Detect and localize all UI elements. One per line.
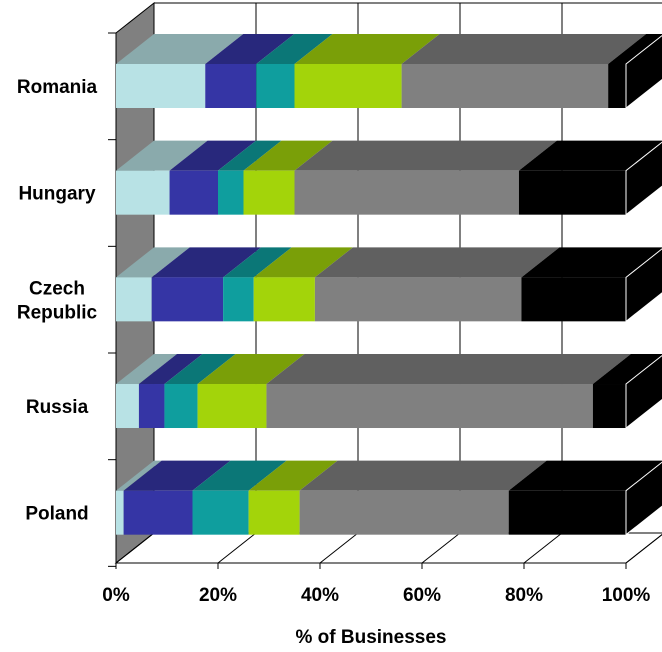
bar-segment bbox=[223, 277, 254, 322]
category-label: Russia bbox=[26, 397, 89, 418]
floor-ticks bbox=[115, 532, 662, 569]
bar-segment-top bbox=[169, 140, 256, 171]
bars bbox=[116, 34, 662, 536]
bar-segment bbox=[508, 490, 626, 535]
bar-segment bbox=[197, 384, 267, 429]
bar-segment-top bbox=[592, 354, 662, 385]
bar-segment-top bbox=[197, 354, 305, 385]
bar-segment-top bbox=[223, 247, 292, 278]
floor-tick bbox=[115, 532, 155, 564]
x-tick-label: 60% bbox=[403, 585, 441, 606]
x-tick-label: 40% bbox=[301, 585, 339, 606]
bar-segment bbox=[243, 170, 295, 215]
bar-segment-top bbox=[314, 247, 560, 278]
bar-segment-top bbox=[266, 354, 631, 385]
bar-segment-top bbox=[294, 140, 557, 171]
bar-segment-top bbox=[518, 140, 662, 171]
bar-segment bbox=[256, 64, 295, 108]
bar-segment-top bbox=[192, 460, 287, 491]
bar-segment bbox=[248, 490, 300, 535]
x-tick-label: 80% bbox=[505, 585, 543, 606]
category-label: Poland bbox=[25, 504, 88, 525]
floor-tick bbox=[319, 532, 359, 564]
bar-segment-top bbox=[116, 140, 208, 171]
bar-group bbox=[116, 460, 662, 536]
bar-segment bbox=[123, 490, 193, 535]
bar-segment bbox=[253, 277, 315, 322]
bar-end-face bbox=[625, 141, 662, 216]
bar-segment-top bbox=[218, 140, 282, 171]
bar-segment bbox=[169, 170, 218, 215]
bar-segment-top bbox=[123, 460, 231, 491]
bar-segment bbox=[164, 384, 198, 429]
bar-segment bbox=[116, 64, 206, 108]
bar-segment bbox=[116, 277, 152, 322]
bar-segment bbox=[299, 490, 509, 535]
bar-segment bbox=[608, 64, 626, 108]
bar-segment bbox=[192, 490, 249, 535]
floor-tick bbox=[523, 532, 563, 564]
bar-group bbox=[116, 34, 662, 110]
bar-end-face bbox=[625, 248, 662, 323]
x-tick-label: 0% bbox=[102, 585, 130, 606]
bar-segment-top bbox=[294, 34, 440, 64]
category-label: Czech bbox=[29, 278, 85, 299]
bar-segment-top bbox=[116, 460, 162, 491]
bar-segment-top bbox=[151, 247, 262, 278]
bar-segment bbox=[592, 384, 626, 429]
bar-segment bbox=[314, 277, 522, 322]
bar-end-face bbox=[625, 461, 662, 536]
bar-segment bbox=[151, 277, 224, 322]
category-ticks bbox=[108, 32, 116, 567]
bar-segment-top bbox=[256, 34, 333, 64]
bar-segment bbox=[294, 64, 402, 108]
bar-segment bbox=[294, 170, 519, 215]
bar-segment-top bbox=[248, 460, 338, 491]
bar-segment-top bbox=[164, 354, 236, 385]
category-label: Romania bbox=[17, 77, 98, 98]
floor-tick bbox=[421, 532, 461, 564]
bar-segment-top bbox=[253, 247, 353, 278]
bar-segment bbox=[266, 384, 593, 429]
bar-segment bbox=[218, 170, 244, 215]
bar-group bbox=[116, 140, 662, 216]
bar-segment bbox=[116, 384, 139, 429]
bar-segment-top bbox=[116, 247, 190, 278]
x-tick-label: 20% bbox=[199, 585, 237, 606]
bar-segment-top bbox=[299, 460, 547, 491]
bar-segment-top bbox=[116, 34, 244, 64]
bar-segment-top bbox=[205, 34, 295, 64]
bar-segment-top bbox=[508, 460, 662, 491]
bar-segment-top bbox=[608, 34, 662, 64]
bar-segment bbox=[205, 64, 257, 108]
floor-tick bbox=[217, 532, 257, 564]
category-labels: Romania Hungary Czech Republic Russia Poland bbox=[17, 77, 98, 525]
bar-segment-top bbox=[401, 34, 647, 64]
x-tick-label: 100% bbox=[602, 585, 651, 606]
bar-group bbox=[116, 247, 662, 323]
bar-end-face bbox=[625, 354, 662, 430]
category-label: Republic bbox=[17, 302, 98, 323]
bar-segment bbox=[116, 170, 170, 215]
bar-end-face bbox=[625, 34, 662, 110]
bar-segment bbox=[518, 170, 626, 215]
bar-segment-top bbox=[116, 354, 177, 385]
x-tick-labels: 0% 20% 40% 60% 80% 100% bbox=[102, 585, 650, 606]
bar-segment-top bbox=[243, 140, 333, 171]
category-label: Hungary bbox=[18, 184, 96, 205]
x-axis-title: % of Businesses bbox=[296, 627, 447, 648]
bar-segment bbox=[521, 277, 626, 322]
bar-segment bbox=[138, 384, 165, 429]
bar-segment bbox=[401, 64, 609, 108]
bar-segment-top bbox=[521, 247, 662, 278]
bar-segment bbox=[116, 490, 124, 535]
floor bbox=[114, 532, 662, 564]
bar-segment-top bbox=[138, 354, 203, 385]
floor-tick bbox=[625, 533, 662, 564]
bar-group bbox=[116, 354, 662, 430]
